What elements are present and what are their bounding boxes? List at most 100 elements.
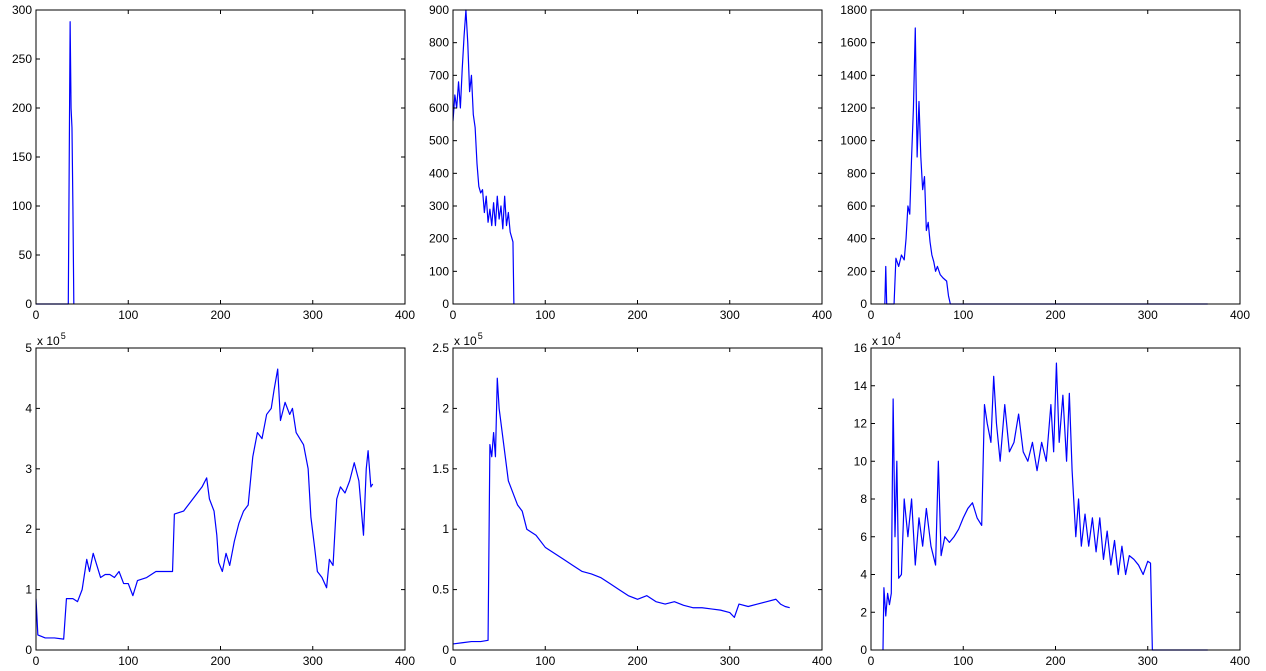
y-tick-label: 150 [12, 150, 32, 164]
y-tick-label: 8 [860, 492, 867, 506]
y-tick-label: 200 [429, 232, 449, 246]
subplot: 0 100 200 300 400 0 100 200 300 400 500 600 700 800 90… [429, 3, 832, 322]
x-tick-label: 0 [450, 308, 457, 322]
plot-area [36, 10, 405, 304]
x-tick-label: 200 [210, 308, 230, 322]
y-tick-label: 0 [860, 297, 867, 311]
axis-multiplier-exponent: 5 [61, 331, 66, 341]
y-tick-label: 50 [19, 248, 33, 262]
y-tick-label: 5 [25, 341, 32, 355]
y-tick-label: 2 [442, 401, 449, 415]
x-tick-label: 0 [868, 308, 875, 322]
y-tick-label: 600 [429, 101, 449, 115]
y-tick-label: 100 [12, 199, 32, 213]
x-tick-label: 200 [1045, 654, 1065, 668]
y-tick-label: 14 [854, 379, 868, 393]
y-tick-label: 300 [12, 3, 32, 17]
x-tick-label: 100 [535, 654, 555, 668]
y-tick-label: 2 [860, 605, 867, 619]
x-tick-label: 0 [450, 654, 457, 668]
x-tick-label: 400 [1230, 654, 1250, 668]
x-tick-label: 300 [720, 308, 740, 322]
y-tick-label: 0 [442, 643, 449, 657]
y-tick-label: 800 [847, 166, 867, 180]
x-tick-label: 400 [1230, 308, 1250, 322]
data-line [453, 9, 515, 305]
data-line [36, 368, 374, 640]
axis-multiplier-exponent: 5 [478, 331, 483, 341]
y-tick-label: 1 [25, 583, 32, 597]
x-tick-label: 100 [953, 308, 973, 322]
x-tick-label: 400 [395, 654, 415, 668]
y-tick-label: 100 [429, 264, 449, 278]
plot-area [453, 10, 822, 304]
data-layer [453, 377, 790, 645]
axis-multiplier: x 10 [872, 334, 895, 348]
plot-area [871, 10, 1240, 304]
y-tick-label: 4 [860, 568, 867, 582]
y-tick-label: 200 [12, 101, 32, 115]
x-tick-label: 300 [1138, 308, 1158, 322]
data-layer [884, 27, 1208, 305]
y-tick-label: 1200 [840, 101, 867, 115]
data-layer [36, 368, 374, 640]
y-tick-label: 300 [429, 199, 449, 213]
x-tick-label: 0 [33, 308, 40, 322]
x-tick-label: 100 [953, 654, 973, 668]
y-tick-label: 12 [854, 417, 868, 431]
y-tick-label: 6 [860, 530, 867, 544]
x-tick-label: 100 [118, 308, 138, 322]
plot-area [36, 348, 405, 650]
data-line [453, 377, 790, 645]
y-tick-label: 1400 [840, 68, 867, 82]
axis-multiplier: x 10 [454, 334, 477, 348]
subplot: 0 100 200 300 400 0 200 400 600 800 1000 1200 1400 16… [840, 3, 1250, 322]
x-tick-label: 0 [33, 654, 40, 668]
y-tick-label: 2.5 [432, 341, 449, 355]
y-tick-label: 250 [12, 52, 32, 66]
y-tick-label: 1000 [840, 134, 867, 148]
y-tick-label: 3 [25, 462, 32, 476]
x-tick-label: 300 [720, 654, 740, 668]
x-tick-label: 100 [535, 308, 555, 322]
y-tick-label: 0 [860, 643, 867, 657]
y-tick-label: 0 [442, 297, 449, 311]
x-tick-label: 300 [303, 654, 323, 668]
y-tick-label: 400 [429, 166, 449, 180]
y-tick-label: 400 [847, 232, 867, 246]
y-tick-label: 1800 [840, 3, 867, 17]
subplot: 0 100 200 300 400 0 50 100 150 200 250 300 [12, 3, 415, 322]
x-tick-label: 200 [627, 308, 647, 322]
x-tick-label: 200 [627, 654, 647, 668]
y-tick-label: 0 [25, 643, 32, 657]
y-tick-label: 2 [25, 522, 32, 536]
x-tick-label: 300 [303, 308, 323, 322]
plot-area [453, 348, 822, 650]
y-tick-label: 1600 [840, 36, 867, 50]
y-tick-label: 1.5 [432, 462, 449, 476]
x-tick-label: 200 [210, 654, 230, 668]
x-tick-label: 200 [1045, 308, 1065, 322]
y-tick-label: 0 [25, 297, 32, 311]
subplot: 0 100 200 300 400 0 0.5 1 1.5 2 2.5 x 10 5 [432, 331, 832, 668]
axis-multiplier-exponent: 4 [896, 331, 901, 341]
y-tick-label: 16 [854, 341, 868, 355]
x-tick-label: 400 [395, 308, 415, 322]
x-tick-label: 400 [812, 308, 832, 322]
y-tick-label: 1 [442, 522, 449, 536]
y-tick-label: 900 [429, 3, 449, 17]
y-tick-label: 0.5 [432, 583, 449, 597]
y-tick-label: 800 [429, 36, 449, 50]
y-tick-label: 700 [429, 68, 449, 82]
data-line [882, 362, 1208, 651]
axis-multiplier: x 10 [37, 334, 60, 348]
data-line [884, 27, 1208, 305]
y-tick-label: 600 [847, 199, 867, 213]
data-layer [882, 362, 1208, 651]
y-tick-label: 500 [429, 134, 449, 148]
x-tick-label: 100 [118, 654, 138, 668]
